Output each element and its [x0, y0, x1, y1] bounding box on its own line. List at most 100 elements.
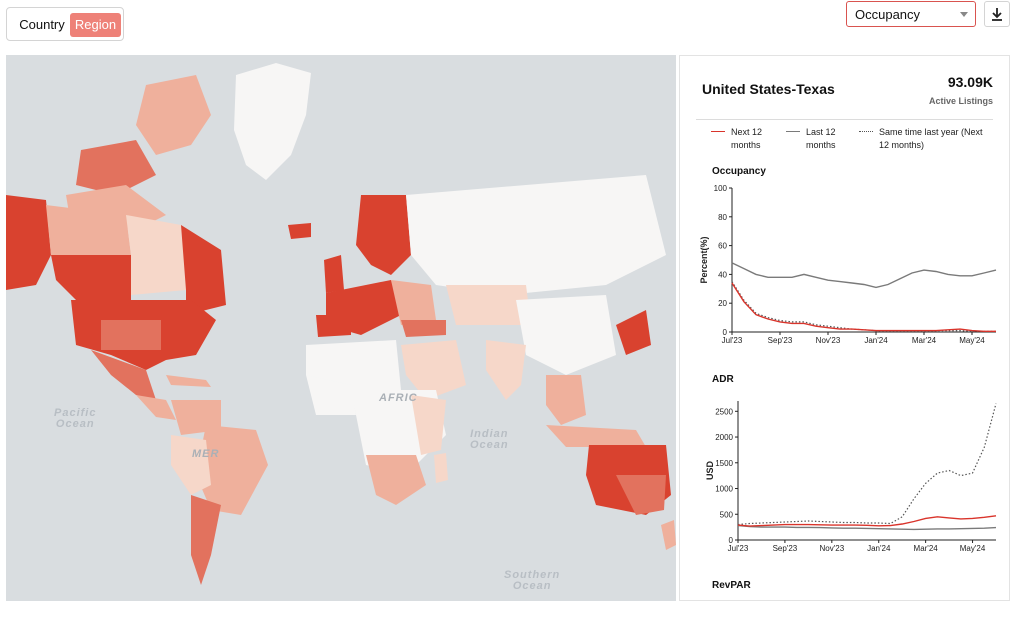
- y-tick-label: 2500: [715, 407, 733, 416]
- x-tick-label: Sep'23: [773, 544, 798, 553]
- scandinavia-region[interactable]: [356, 195, 411, 275]
- southeast-asia-region[interactable]: [546, 375, 586, 425]
- madagascar-region[interactable]: [434, 453, 448, 483]
- pacific-ocean-label: Pacific Ocean: [54, 407, 97, 430]
- iceland-region[interactable]: [288, 223, 311, 239]
- northern-canada-islands-2[interactable]: [76, 140, 156, 195]
- y-tick-label: 1500: [715, 459, 733, 468]
- active-listings-stat: 93.09K Active Listings: [929, 74, 993, 106]
- world-map[interactable]: Pacific Ocean AFRIC MER Indian Ocean Sou…: [6, 55, 676, 601]
- australia-southeast-region[interactable]: [616, 475, 666, 515]
- y-tick-label: 500: [720, 510, 734, 519]
- usa-central-states[interactable]: [101, 320, 161, 350]
- africa-label: AFRIC: [379, 392, 418, 404]
- middle-east-region[interactable]: [401, 340, 466, 400]
- download-icon: [992, 8, 1002, 21]
- download-button[interactable]: [984, 1, 1010, 27]
- series-line-last-12-months: [737, 524, 997, 531]
- series-line-same-time-last-year-next-12-months: [737, 403, 997, 526]
- southern-ocean-label: Southern Ocean: [504, 569, 561, 592]
- y-tick-label: 100: [714, 184, 728, 193]
- y-tick-label: 0: [729, 536, 734, 545]
- x-tick-label: Mar'24: [912, 336, 937, 345]
- revpar-section-title: RevPAR: [712, 580, 751, 591]
- eastern-europe-region[interactable]: [391, 280, 436, 325]
- active-listings-label: Active Listings: [928, 96, 993, 106]
- map-canvas: [6, 55, 676, 601]
- eastern-canada-region[interactable]: [181, 225, 226, 315]
- occupancy-chart: 0 20 40 60 80 100 Jul'23 Sep'23 Nov'23 Jan'24 Mar'…: [699, 184, 997, 345]
- x-tick-label: Jan'24: [864, 336, 888, 345]
- west-africa-region[interactable]: [306, 375, 356, 415]
- x-tick-label: May'24: [960, 544, 986, 553]
- x-tick-label: Jan'24: [867, 544, 891, 553]
- mexico-region[interactable]: [91, 350, 156, 400]
- y-tick-label: 40: [718, 270, 727, 279]
- x-tick-label: Jul'23: [722, 336, 743, 345]
- y-tick-label: 0: [723, 328, 728, 337]
- america-label: MER: [192, 448, 220, 460]
- legend-label-last-12: Last 12 months: [806, 127, 836, 150]
- new-zealand-region[interactable]: [661, 520, 676, 550]
- chart-legend: Next 12 months Last 12 months Same time …: [696, 126, 996, 156]
- legend-label-same-time: Same time last year (Next 12 months): [879, 127, 983, 150]
- peru-bolivia-region[interactable]: [171, 435, 211, 495]
- country-region-toggle: Country Region: [6, 7, 124, 41]
- y-axis-label: USD: [705, 461, 715, 481]
- region-title: United States-Texas: [702, 81, 835, 97]
- legend-swatch-dotted: [859, 131, 873, 132]
- y-tick-label: 60: [718, 242, 727, 251]
- russia-region[interactable]: [406, 175, 666, 295]
- x-tick-label: Mar'24: [914, 544, 939, 553]
- metric-select[interactable]: Occupancy: [846, 1, 976, 27]
- northern-canada-islands[interactable]: [136, 75, 211, 155]
- y-tick-label: 20: [718, 299, 727, 308]
- adr-chart: 0 500 1000 1500 2000 2500 Jul'23 Sep'23 Nov'23 Ja…: [705, 401, 997, 553]
- caribbean-region[interactable]: [166, 375, 211, 387]
- brazil-region[interactable]: [196, 425, 268, 515]
- x-tick-label: May'24: [959, 336, 985, 345]
- argentina-chile-region[interactable]: [191, 495, 221, 585]
- adr-section-title: ADR: [712, 374, 734, 385]
- greenland-region[interactable]: [234, 63, 311, 180]
- east-africa-region[interactable]: [411, 395, 446, 455]
- y-tick-label: 80: [718, 213, 727, 222]
- alaska-region[interactable]: [6, 195, 51, 290]
- x-tick-label: Nov'23: [816, 336, 841, 345]
- iberia-region[interactable]: [316, 315, 351, 337]
- country-toggle-option[interactable]: Country: [19, 17, 65, 32]
- panel-divider: [696, 119, 993, 120]
- series-line-same-time-last-year-next-12-months: [731, 281, 996, 332]
- india-region[interactable]: [486, 340, 526, 400]
- indian-ocean-label: Indian Ocean: [470, 428, 509, 451]
- region-detail-panel: United States-Texas 93.09K Active Listin…: [679, 55, 1010, 601]
- kazakhstan-region[interactable]: [446, 285, 531, 325]
- series-line-next-12-months: [731, 282, 996, 332]
- central-canada-region[interactable]: [126, 215, 186, 295]
- legend-swatch-red: [711, 131, 725, 132]
- series-line-last-12-months: [731, 262, 997, 289]
- turkey-region[interactable]: [401, 320, 446, 337]
- series-line-next-12-months: [737, 515, 997, 527]
- canada-prairies-region[interactable]: [51, 255, 131, 300]
- y-tick-label: 1000: [715, 485, 733, 494]
- china-region[interactable]: [516, 295, 616, 375]
- central-america-region[interactable]: [136, 395, 176, 420]
- southern-africa-region[interactable]: [366, 455, 426, 505]
- active-listings-value: 93.09K: [947, 74, 993, 90]
- japan-korea-region[interactable]: [616, 310, 651, 355]
- western-canada-region[interactable]: [46, 205, 131, 265]
- metric-select-value: Occupancy: [855, 7, 921, 22]
- indonesia-region[interactable]: [546, 425, 646, 447]
- legend-swatch-gray: [786, 131, 800, 132]
- legend-label-next-12: Next 12 months: [731, 127, 763, 150]
- region-toggle-option[interactable]: Region: [70, 13, 121, 37]
- x-tick-label: Sep'23: [768, 336, 793, 345]
- x-tick-label: Nov'23: [819, 544, 844, 553]
- occupancy-section-title: Occupancy: [712, 166, 766, 177]
- y-axis-label: Percent(%): [699, 236, 709, 283]
- chevron-down-icon: [960, 12, 968, 17]
- uk-region[interactable]: [324, 255, 344, 293]
- x-tick-label: Jul'23: [728, 544, 749, 553]
- y-tick-label: 2000: [715, 433, 733, 442]
